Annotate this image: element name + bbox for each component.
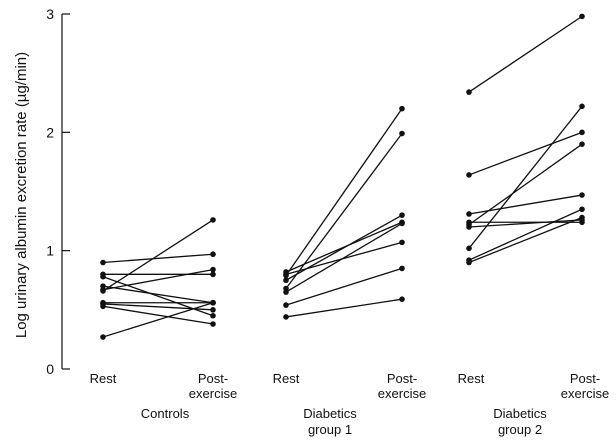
subject-line-g3-3 <box>468 194 583 215</box>
subject-line-g3-7 <box>468 208 583 261</box>
point-post-g1-2 <box>210 271 216 278</box>
point-post-g3-5 <box>579 141 585 147</box>
point-post-g1-10 <box>210 299 216 306</box>
group-label-g1: Controls <box>141 406 190 421</box>
subject-line-g1-9 <box>102 305 214 325</box>
post-exercise-label-g3: Post-exercise <box>561 371 609 401</box>
point-post-g3-6 <box>579 103 585 110</box>
point-rest-g3-3 <box>466 211 472 217</box>
point-post-g1-1 <box>210 251 216 258</box>
y-axis-label: Log urinary albumin excretion rate (µg/m… <box>13 52 30 338</box>
point-post-g3-3 <box>579 192 585 198</box>
point-post-g1-6 <box>210 217 216 223</box>
point-post-g2-7 <box>399 296 405 302</box>
subject-line-g2-6 <box>285 267 403 306</box>
data-points <box>100 13 585 340</box>
point-rest-g3-9 <box>466 224 472 230</box>
subject-line-g3-5 <box>468 143 583 226</box>
rest-label-g2: Rest <box>273 371 300 386</box>
point-rest-g1-1 <box>100 259 106 266</box>
point-post-g3-9 <box>579 217 585 223</box>
point-post-g2-8 <box>399 239 405 246</box>
point-post-g1-8 <box>210 307 216 313</box>
point-rest-g1-6 <box>100 288 106 294</box>
series-lines <box>102 15 583 338</box>
subject-line-g3-2 <box>468 131 583 176</box>
subject-line-g3-8 <box>468 216 583 264</box>
subject-line-g1-1 <box>102 253 214 264</box>
point-rest-g1-3 <box>100 273 106 280</box>
point-rest-g1-9 <box>100 303 106 310</box>
post-exercise-label-g1: Post-exercise <box>189 371 237 401</box>
post-exercise-label-g2: Post-exercise <box>378 371 426 401</box>
subject-line-g2-2 <box>285 108 403 276</box>
point-rest-g3-1 <box>466 89 472 95</box>
subject-line-g2-7 <box>285 298 403 318</box>
subject-line-g3-6 <box>468 105 583 249</box>
subject-line-g2-8 <box>285 241 403 275</box>
point-post-g2-2 <box>399 105 405 112</box>
subject-line-g2-4 <box>285 133 403 289</box>
point-rest-g2-3 <box>283 277 289 284</box>
point-post-g2-3 <box>399 212 405 218</box>
point-rest-g2-5 <box>283 289 289 295</box>
subject-line-g3-1 <box>468 15 583 93</box>
point-post-g2-4 <box>399 130 405 137</box>
point-post-g1-9 <box>210 321 216 327</box>
point-rest-g3-2 <box>466 172 472 178</box>
subject-line-g1-5 <box>102 268 214 291</box>
point-post-g3-1 <box>579 13 585 20</box>
group-label-g2: Diabetics group 1 <box>303 406 357 437</box>
subject-line-g1-4 <box>102 285 214 304</box>
y-tick-label-2: 2 <box>46 124 54 140</box>
point-rest-g2-8 <box>283 271 289 278</box>
point-post-g1-3 <box>210 312 216 319</box>
rest-label-g1: Rest <box>90 371 117 386</box>
subject-line-g1-6 <box>102 219 214 292</box>
y-tick-label-0: 0 <box>46 361 54 377</box>
point-rest-g3-8 <box>466 259 472 266</box>
y-axis: 0 1 2 3 <box>46 6 70 377</box>
point-post-g3-2 <box>579 129 585 136</box>
subject-line-g1-10 <box>102 302 214 338</box>
point-post-g2-5 <box>399 220 405 227</box>
point-post-g3-7 <box>579 206 585 213</box>
point-rest-g2-7 <box>283 314 289 320</box>
group-label-g3: Diabetics group 2 <box>493 406 547 437</box>
point-rest-g3-6 <box>466 245 472 252</box>
y-tick-label-3: 3 <box>46 6 54 22</box>
point-post-g1-5 <box>210 266 216 273</box>
category-labels: Rest Post-exercise Controls Rest Post-exerci… <box>90 371 610 437</box>
subject-line-g1-3 <box>102 276 214 317</box>
point-post-g2-6 <box>399 265 405 272</box>
y-tick-label-1: 1 <box>46 243 54 259</box>
subject-line-g3-9 <box>468 219 583 228</box>
rest-label-g3: Rest <box>458 371 485 386</box>
point-rest-g1-10 <box>100 334 106 340</box>
point-rest-g2-6 <box>283 302 289 308</box>
